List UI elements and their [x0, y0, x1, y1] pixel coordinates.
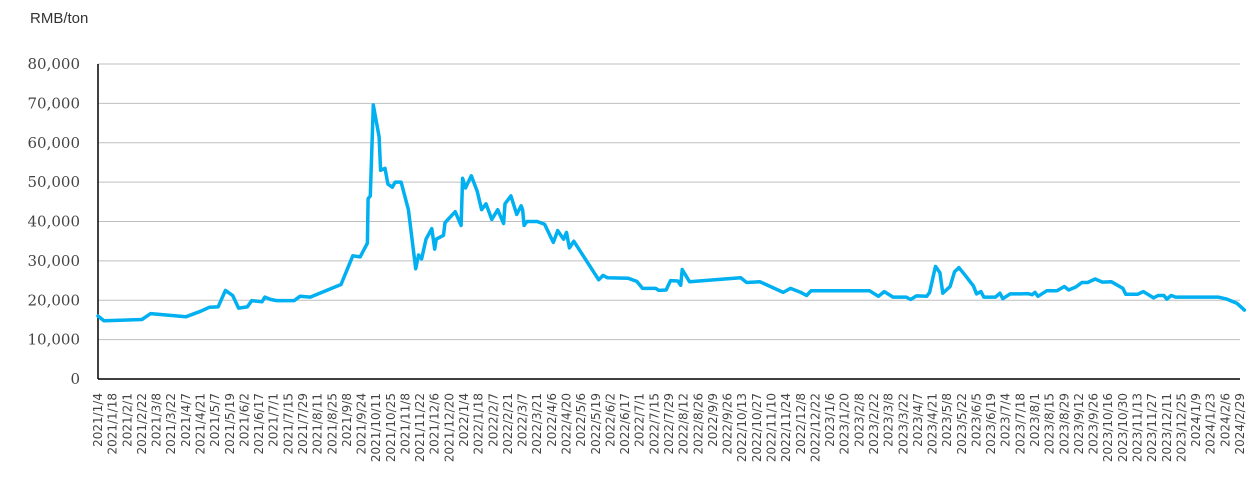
- x-tick-label: 2023/5/22: [955, 393, 969, 455]
- x-tick-label: 2022/11/24: [779, 393, 793, 462]
- x-tick-label: 2021/9/24: [355, 393, 369, 455]
- x-tick-label: 2021/10/11: [369, 393, 383, 462]
- x-tick-label: 2022/1/4: [457, 393, 471, 447]
- x-tick-label: 2021/5/19: [223, 393, 237, 455]
- x-tick-label: 2022/4/6: [545, 393, 559, 447]
- x-tick-label: 2024/1/9: [1189, 393, 1203, 447]
- y-tick-label: 50,000: [28, 173, 81, 191]
- x-tick-label: 2023/11/27: [1145, 393, 1159, 462]
- x-tick-label: 2021/7/1: [267, 393, 281, 447]
- x-tick-label: 2022/6/17: [618, 393, 632, 455]
- y-tick-label: 0: [70, 370, 80, 388]
- x-tick-label: 2021/6/17: [252, 393, 266, 455]
- x-tick-label: 2023/3/22: [896, 393, 910, 455]
- x-tick-label: 2022/8/26: [691, 393, 705, 455]
- x-tick-label: 2021/4/7: [179, 393, 193, 447]
- x-tick-label: 2021/12/20: [442, 393, 456, 462]
- y-axis-ticks: 0 10,000 20,000 30,000 40,000 50,000 60,000 70,…: [28, 55, 81, 388]
- x-axis-ticks: 2021/1/4 2021/1/18 2021/2/1 2021/2/22 2021/3…: [91, 393, 1247, 462]
- x-tick-label: 2023/8/15: [1043, 393, 1057, 455]
- x-tick-label: 2022/2/7: [486, 393, 500, 447]
- x-tick-label: 2023/4/7: [911, 393, 925, 447]
- x-tick-label: 2021/1/4: [91, 393, 105, 447]
- y-axis-unit-label: RMB/ton: [30, 10, 89, 27]
- x-tick-label: 2023/9/26: [1087, 393, 1101, 455]
- x-tick-label: 2024/1/23: [1204, 393, 1218, 455]
- x-tick-label: 2023/4/21: [926, 393, 940, 455]
- x-tick-label: 2022/3/7: [516, 393, 530, 447]
- x-tick-label: 2024/2/29: [1233, 393, 1247, 455]
- x-tick-label: 2021/2/22: [135, 393, 149, 455]
- x-tick-label: 2023/3/8: [882, 393, 896, 447]
- y-tick-label: 30,000: [28, 252, 81, 270]
- grid-lines: [98, 63, 1240, 341]
- x-tick-label: 2023/10/30: [1116, 393, 1130, 462]
- x-tick-label: 2023/2/8: [852, 393, 866, 447]
- x-tick-label: 2022/10/13: [735, 393, 749, 462]
- x-tick-label: 2022/1/18: [472, 393, 486, 455]
- x-tick-label: 2022/9/9: [706, 393, 720, 447]
- y-tick-label: 40,000: [28, 213, 81, 231]
- x-tick-label: 2021/11/22: [413, 393, 427, 462]
- x-tick-label: 2023/12/11: [1160, 393, 1174, 462]
- x-tick-label: 2023/7/4: [999, 393, 1013, 447]
- x-tick-label: 2022/8/12: [677, 393, 691, 455]
- x-tick-label: 2022/5/6: [574, 393, 588, 447]
- x-tick-label: 2023/12/25: [1174, 393, 1188, 462]
- x-tick-label: 2023/7/18: [1013, 393, 1027, 455]
- x-tick-label: 2023/6/19: [984, 393, 998, 455]
- x-tick-label: 2022/7/29: [662, 393, 676, 455]
- x-tick-label: 2021/3/8: [150, 393, 164, 447]
- x-tick-label: 2022/6/2: [603, 393, 617, 447]
- x-tick-label: 2022/10/27: [750, 393, 764, 462]
- x-tick-label: 2022/12/8: [794, 393, 808, 455]
- y-tick-label: 70,000: [28, 94, 81, 112]
- x-tick-label: 2023/6/5: [969, 393, 983, 447]
- x-tick-label: 2022/12/22: [808, 393, 822, 462]
- x-tick-label: 2021/7/29: [296, 393, 310, 455]
- x-tick-label: 2021/8/11: [311, 393, 325, 455]
- x-tick-label: 2022/4/20: [560, 393, 574, 455]
- x-tick-label: 2021/7/15: [281, 393, 295, 455]
- x-tick-label: 2023/1/6: [823, 393, 837, 447]
- y-tick-label: 80,000: [28, 55, 81, 73]
- x-tick-label: 2021/11/8: [398, 393, 412, 455]
- x-tick-label: 2023/2/22: [867, 393, 881, 455]
- x-tick-label: 2021/12/6: [428, 393, 442, 455]
- x-tick-label: 2021/1/18: [106, 393, 120, 455]
- x-tick-label: 2021/9/8: [340, 393, 354, 447]
- x-tick-label: 2021/2/1: [120, 393, 134, 447]
- x-tick-label: 2021/8/25: [325, 393, 339, 455]
- x-tick-label: 2023/11/13: [1131, 393, 1145, 462]
- price-series-line: [96, 103, 1247, 323]
- x-tick-label: 2023/5/8: [940, 393, 954, 447]
- x-tick-label: 2022/11/10: [764, 393, 778, 462]
- x-tick-label: 2023/1/20: [838, 393, 852, 455]
- x-tick-label: 2021/4/21: [193, 393, 207, 455]
- y-tick-label: 10,000: [28, 331, 81, 349]
- x-tick-label: 2021/10/25: [384, 393, 398, 462]
- x-tick-label: 2022/2/21: [501, 393, 515, 455]
- x-tick-label: 2023/8/1: [1028, 393, 1042, 447]
- x-tick-label: 2022/7/15: [647, 393, 661, 455]
- y-tick-label: 60,000: [28, 134, 81, 152]
- x-tick-label: 2021/6/2: [237, 393, 251, 447]
- x-tick-label: 2023/8/29: [1057, 393, 1071, 455]
- x-tick-label: 2022/7/1: [633, 393, 647, 447]
- x-tick-label: 2022/3/21: [530, 393, 544, 455]
- x-tick-label: 2023/10/16: [1101, 393, 1115, 462]
- x-tick-label: 2022/9/26: [721, 393, 735, 455]
- x-tick-label: 2023/9/12: [1072, 393, 1086, 455]
- x-tick-label: 2024/2/6: [1218, 393, 1232, 447]
- y-tick-label: 20,000: [28, 291, 81, 309]
- x-tick-label: 2021/5/7: [208, 393, 222, 447]
- x-tick-label: 2021/3/22: [164, 393, 178, 455]
- x-tick-label: 2022/5/19: [589, 393, 603, 455]
